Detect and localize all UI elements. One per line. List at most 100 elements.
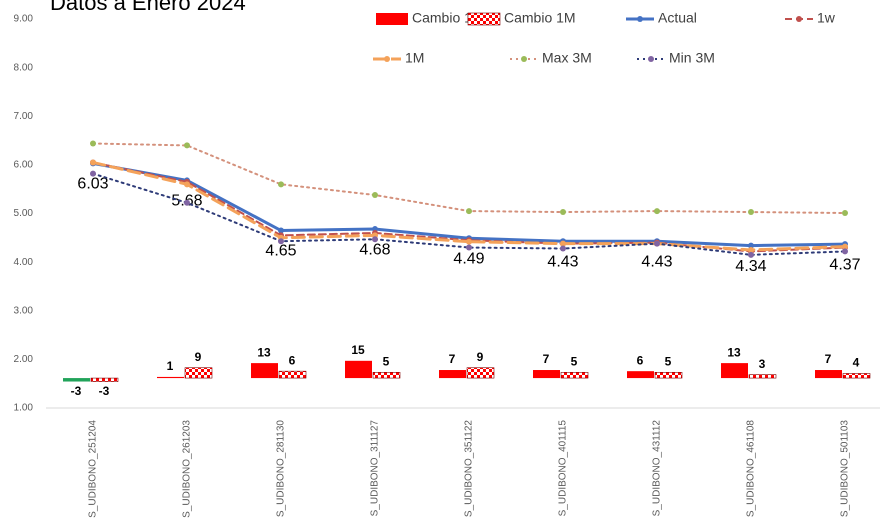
bar-label: 7 [543,352,550,366]
y-tick-label: 4.00 [14,257,34,268]
bar [466,367,495,379]
bar [184,367,213,379]
bar [560,372,589,379]
bar-label: 9 [477,350,484,364]
point [90,170,96,177]
legend-marker [796,16,802,22]
bar-label: 6 [637,353,644,367]
legend-label: Cambio 1w [412,10,483,26]
bar-label: -3 [71,384,82,398]
legend-label: Max 3M [542,50,592,66]
x-tick-label: S_UDIBONO_401115 [558,420,569,517]
bar [842,373,871,379]
legend-marker [637,16,643,22]
bar [278,370,307,379]
point [278,227,284,234]
bar [627,371,654,379]
bar [345,360,372,379]
x-tick-label: S_UDIBONO_311127 [370,420,381,517]
legend-marker [521,56,527,62]
point-label: 4.34 [735,258,766,275]
point [654,240,660,247]
bar [372,372,401,379]
point [748,242,754,249]
bar-label: 7 [825,352,832,366]
bar [251,363,278,379]
point-label: 6.03 [77,176,108,193]
point [184,142,190,149]
point [654,208,660,215]
point [466,244,472,251]
bar [533,370,560,379]
point [90,140,96,147]
y-tick-label: 5.00 [14,208,34,219]
point [90,159,96,166]
legend-swatch [467,12,501,26]
point [372,192,378,199]
point [748,251,754,258]
point [278,238,284,245]
bar-label: 5 [665,354,672,368]
y-tick-label: 1.00 [14,403,34,414]
line [91,161,847,248]
y-tick-label: 3.00 [14,305,34,316]
legend-label: Actual [658,10,697,26]
point [842,243,848,250]
legend-label: Cambio 1M [504,10,576,26]
y-tick-label: 8.00 [14,62,34,73]
bar-label: 4 [853,356,860,370]
line [92,172,846,256]
legend-marker [384,56,390,62]
chart-title: Datos a Enero 2024 [50,0,246,15]
legend-label: 1M [405,50,424,66]
legend-label: Min 3M [669,50,715,66]
point [842,210,848,217]
point [466,208,472,215]
bar [439,370,466,379]
point-label: 4.49 [453,251,484,268]
bar [63,378,90,382]
bar [721,363,748,379]
bar-label: 1 [167,359,174,373]
bar [654,372,683,379]
line [92,142,846,215]
legend-marker [648,56,654,62]
x-tick-label: S_UDIBONO_281130 [276,420,287,518]
bar [748,374,777,379]
point [560,245,566,252]
point [748,246,754,253]
bar-label: 7 [449,352,456,366]
point-label: 4.43 [641,253,672,270]
bar [157,376,184,379]
bar-label: -3 [99,384,110,398]
point [842,248,848,255]
point [278,181,284,188]
point-label: 4.37 [829,256,860,273]
x-tick-label: S_UDIBONO_461108 [746,420,757,518]
bar-label: 5 [571,354,578,368]
y-tick-label: 7.00 [14,111,34,122]
point [184,181,190,188]
x-tick-label: S_UDIBONO_501103 [840,420,851,518]
bar [815,370,842,379]
bar-label: 3 [759,357,766,371]
bar-label: 13 [727,345,741,359]
point [466,238,472,245]
legend-label: 1w [817,10,836,26]
point-label: 4.68 [359,241,390,258]
legend-swatch [376,13,408,25]
point [560,240,566,247]
point [184,199,190,206]
bar-label: 13 [257,345,271,359]
point-label: 4.65 [265,243,296,260]
point [748,209,754,216]
point-label: 4.43 [547,253,578,270]
bar-label: 5 [383,354,390,368]
bar-label: 9 [195,350,202,364]
x-tick-label: S_UDIBONO_251204 [88,420,99,518]
x-tick-label: S_UDIBONO_351122 [464,420,475,518]
y-tick-label: 2.00 [14,354,34,365]
bar [90,377,119,382]
point [372,236,378,243]
